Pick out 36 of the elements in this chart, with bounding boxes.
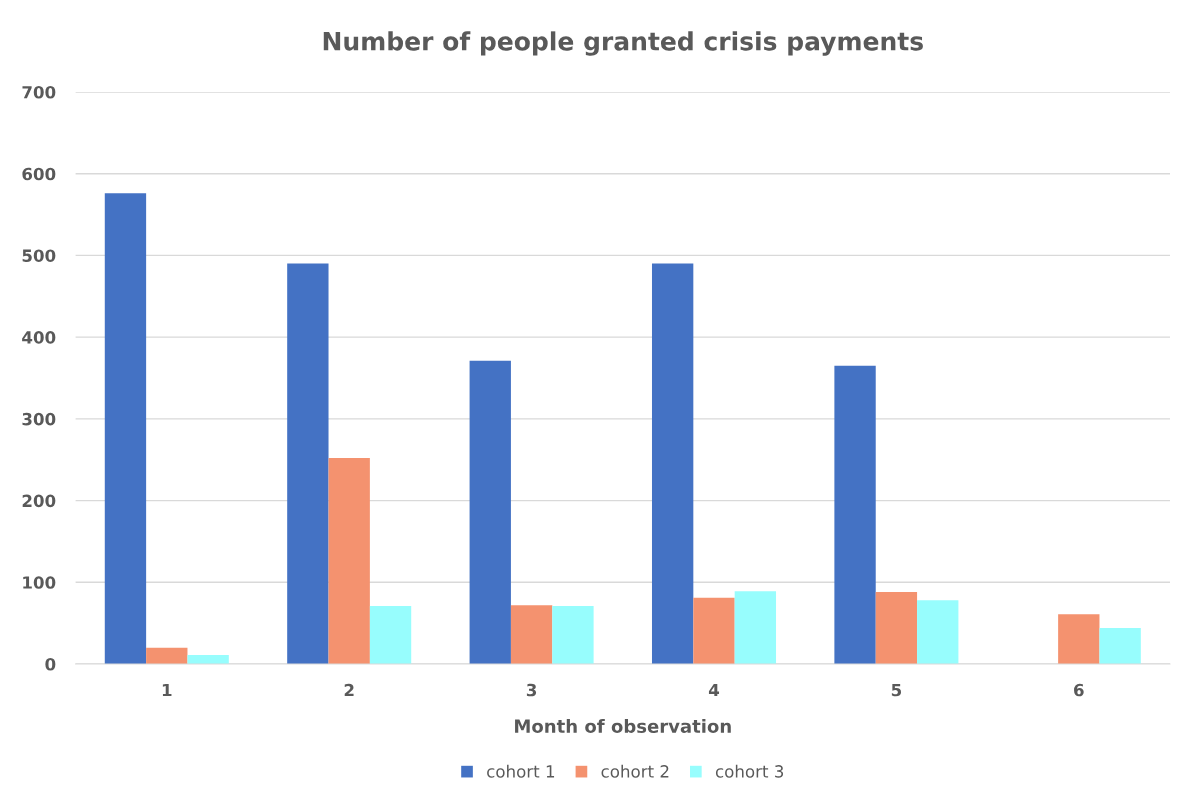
y-tick-label: 400 <box>22 331 56 344</box>
bar <box>328 458 370 664</box>
x-tick-label: 5 <box>891 683 902 697</box>
bar <box>651 263 694 664</box>
bar <box>875 592 918 664</box>
bar <box>469 360 511 664</box>
bar <box>146 647 188 664</box>
bar <box>369 605 412 664</box>
bar <box>917 600 959 664</box>
y-tick-label: 200 <box>22 494 56 508</box>
bar <box>287 263 329 664</box>
bar <box>693 597 735 664</box>
bar <box>104 193 147 664</box>
y-tick-label: 0 <box>45 657 56 671</box>
bar <box>834 365 876 664</box>
y-tick-label: 100 <box>23 576 56 589</box>
bar <box>552 605 594 664</box>
bar <box>734 591 777 664</box>
x-tick-label: 3 <box>526 683 537 697</box>
bar <box>510 605 553 664</box>
x-tick-label: 1 <box>162 683 172 697</box>
bar <box>187 655 229 664</box>
x-tick-label: 2 <box>344 683 354 697</box>
y-tick-label: 700 <box>22 85 56 99</box>
x-tick-label: 6 <box>1074 683 1084 697</box>
y-tick-label: 500 <box>22 249 56 262</box>
legend-label: cohort 1 <box>487 764 555 778</box>
legend-label: cohort 3 <box>715 764 784 778</box>
x-axis-title: Month of observation <box>515 719 731 733</box>
y-tick-label: 600 <box>22 167 56 181</box>
bar <box>1099 628 1141 664</box>
bar <box>1058 614 1100 664</box>
legend-label: cohort 2 <box>601 764 669 778</box>
x-tick-label: 4 <box>708 683 720 697</box>
chart-title: Number of people granted crisis payments <box>323 31 923 56</box>
y-tick-label: 300 <box>22 412 56 426</box>
